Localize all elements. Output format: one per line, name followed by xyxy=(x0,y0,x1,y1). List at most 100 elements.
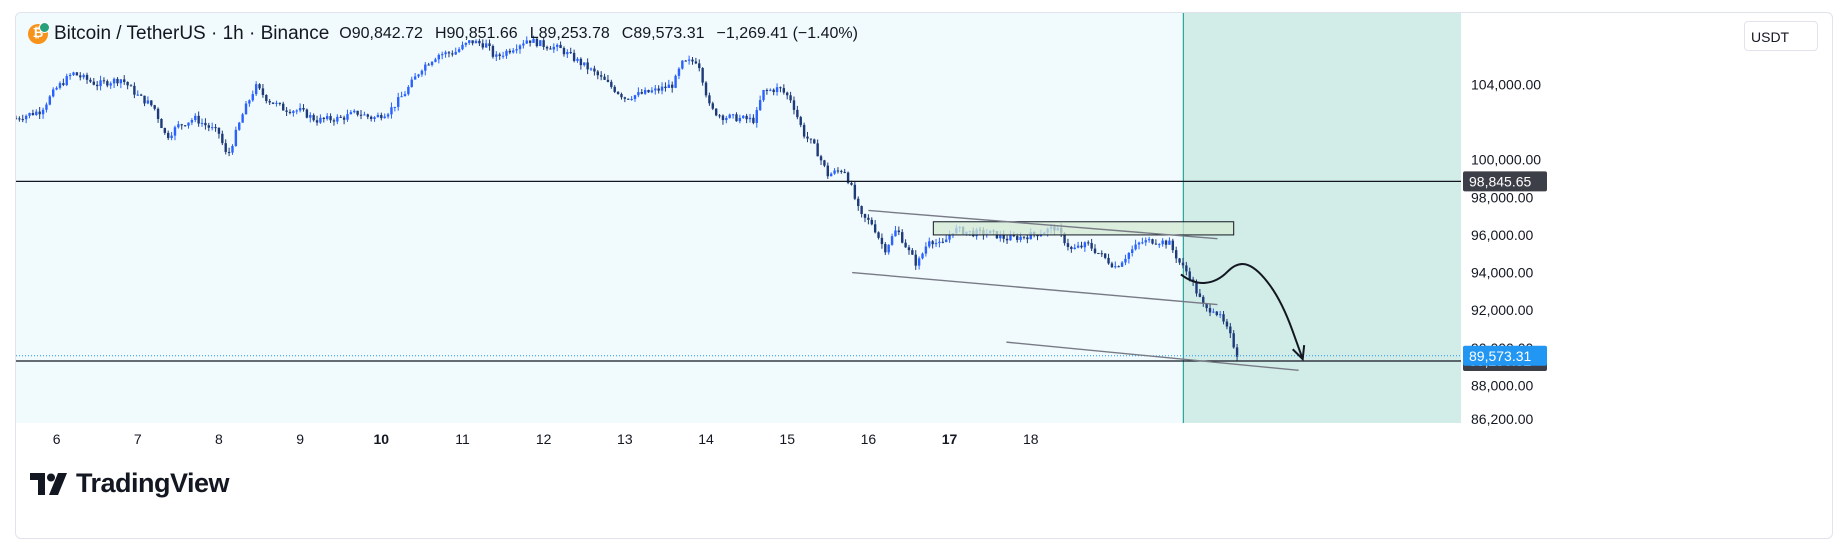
candle-body xyxy=(813,139,816,144)
candle-body xyxy=(437,54,441,60)
candle-body xyxy=(62,83,65,85)
candle-body xyxy=(555,44,559,47)
candle-body xyxy=(214,127,217,129)
projection-zone xyxy=(1183,13,1461,423)
price-change: −1,269.41 (−1.40%) xyxy=(716,25,858,42)
candle-body xyxy=(512,50,515,53)
candle-body xyxy=(674,75,677,88)
candle-body xyxy=(1070,246,1073,250)
candle-body xyxy=(1090,242,1093,249)
price-tick-label: 100,000.00 xyxy=(1471,152,1541,168)
tradingview-logo-icon xyxy=(30,472,67,495)
candle-body xyxy=(119,79,123,84)
candle-body xyxy=(914,254,917,266)
candle-body xyxy=(99,80,102,87)
candle-body xyxy=(413,76,417,80)
candle-body xyxy=(928,241,931,247)
candle-body xyxy=(708,95,711,104)
candle-body xyxy=(160,118,163,129)
candle-body xyxy=(434,59,437,62)
candle-body xyxy=(660,86,664,91)
candle-body xyxy=(454,51,457,55)
candle-body xyxy=(522,43,525,46)
candle-body xyxy=(58,83,62,88)
candle-body xyxy=(1073,247,1076,250)
candle-body xyxy=(376,114,380,118)
candle-body xyxy=(819,156,823,161)
candle-body xyxy=(731,114,735,116)
candle-body xyxy=(1158,244,1161,246)
candle-body xyxy=(292,111,295,113)
candle-body xyxy=(231,145,234,153)
candle-body xyxy=(745,115,748,120)
symbol-title[interactable]: Bitcoin / TetherUS · 1h · Binance xyxy=(54,23,330,44)
candle-body xyxy=(451,53,454,55)
candle-body xyxy=(907,247,911,251)
candle-body xyxy=(366,114,369,117)
price-tick-label: 98,000.00 xyxy=(1471,189,1533,205)
candle-body xyxy=(938,241,941,244)
candle-body xyxy=(890,236,894,245)
candle-body xyxy=(623,97,627,99)
candle-body xyxy=(190,120,194,123)
candle-body xyxy=(38,111,41,115)
candle-body xyxy=(823,160,826,166)
candle-body xyxy=(924,246,928,254)
candle-body xyxy=(1103,253,1107,258)
candle-body xyxy=(180,124,183,126)
candle-body xyxy=(248,100,251,104)
candle-body xyxy=(769,89,772,91)
candle-body xyxy=(498,54,501,57)
candle-body xyxy=(552,46,556,50)
candle-body xyxy=(829,173,833,177)
candle-body xyxy=(999,234,1002,239)
candle-body xyxy=(170,135,173,139)
candle-body xyxy=(589,68,593,70)
candle-body xyxy=(1093,248,1097,253)
candle-body xyxy=(143,95,146,104)
candle-body xyxy=(711,103,714,109)
candle-body xyxy=(217,127,221,134)
candle-body xyxy=(89,79,92,82)
tradingview-logo[interactable]: TradingView xyxy=(30,468,230,499)
candle-body xyxy=(380,114,383,119)
candle-body xyxy=(407,86,410,95)
candle-body xyxy=(31,113,35,115)
time-tick-label: 18 xyxy=(1023,431,1039,447)
candle-body xyxy=(183,125,187,127)
candle-body xyxy=(806,136,809,139)
candle-body xyxy=(82,74,85,78)
candle-body xyxy=(1076,245,1080,248)
candle-body xyxy=(698,63,701,69)
candle-body xyxy=(1087,242,1090,244)
candle-body xyxy=(877,232,880,238)
price-chart[interactable]: 104,000.00 100,000.00 98,000.00 96,000.00 94… xyxy=(16,13,1832,538)
candle-body xyxy=(931,241,934,245)
candle-body xyxy=(72,72,75,75)
candle-body xyxy=(684,60,687,62)
ohlc-open: O90,842.72 xyxy=(339,25,423,42)
candle-body xyxy=(1208,308,1212,313)
candle-body xyxy=(802,124,806,137)
ohlc-low: L89,253.78 xyxy=(529,25,610,42)
candle-body xyxy=(738,117,742,122)
candle-body xyxy=(1212,311,1215,313)
candle-body xyxy=(630,98,633,100)
currency-select[interactable]: USDT xyxy=(1744,21,1818,51)
candle-body xyxy=(1151,239,1154,244)
channel-line-2 xyxy=(852,271,1218,306)
candle-body xyxy=(28,113,31,116)
candle-body xyxy=(566,52,569,55)
candle-body xyxy=(650,90,654,93)
candle-body xyxy=(569,52,572,54)
candle-body xyxy=(329,116,332,121)
candle-body xyxy=(112,78,116,84)
candle-body xyxy=(41,109,45,115)
candle-body xyxy=(1137,242,1141,245)
candle-body xyxy=(545,46,549,49)
candle-body xyxy=(24,115,28,120)
candle-body xyxy=(481,43,484,48)
candle-body xyxy=(52,89,55,97)
candle-body xyxy=(187,122,190,126)
time-tick-label: 17 xyxy=(942,431,958,447)
